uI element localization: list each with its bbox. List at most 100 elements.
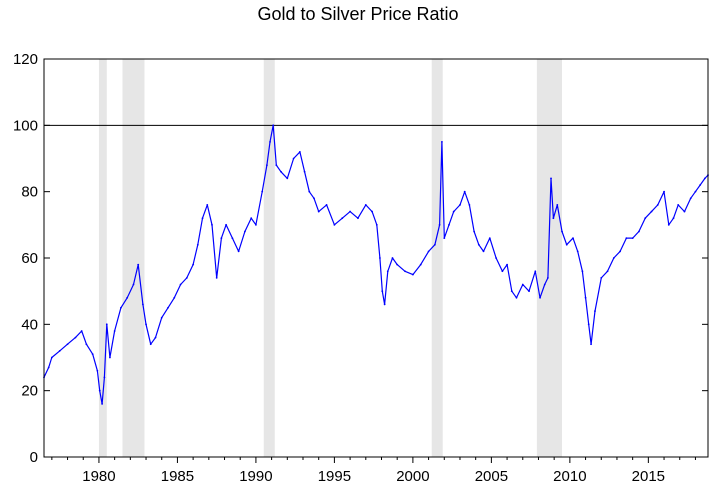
data-point [255,223,257,226]
data-point [349,210,351,213]
y-tick-label: 80 [21,184,38,201]
data-point [325,204,328,206]
data-point [244,230,246,233]
data-point [145,323,147,326]
data-point [576,250,579,253]
data-point [699,184,702,186]
data-point [225,223,227,226]
data-point [441,141,443,143]
data-point [452,210,455,213]
data-point [677,204,680,206]
data-point [132,283,135,286]
data-point [443,237,446,240]
x-tick-label: 2015 [632,468,665,485]
data-point [220,237,223,240]
data-point [625,237,628,240]
data-point [141,303,144,306]
data-point [47,366,50,369]
data-point [179,283,182,286]
data-point [375,223,378,226]
data-point [459,204,461,206]
data-point [689,197,692,200]
series-group [43,124,709,405]
data-point [612,257,615,259]
data-point [482,250,485,253]
data-point [663,190,665,193]
data-point [539,296,541,299]
data-point [501,270,504,273]
data-point [510,290,513,293]
data-point [364,204,367,206]
data-point [98,389,101,392]
data-point [215,277,218,279]
data-point [404,270,406,273]
y-axis: 0 20 40 60 80 100 120 [13,51,708,466]
data-point [463,190,466,193]
data-point [619,250,621,253]
data-point [528,290,530,293]
data-point [317,210,320,213]
data-point [103,376,106,379]
data-point [656,204,659,206]
data-point [391,257,394,259]
data-point [667,223,670,226]
data-point [167,306,169,309]
data-point [250,217,253,220]
data-point [565,243,568,246]
data-point [292,157,295,160]
data-point [154,336,157,339]
data-point [120,306,122,309]
data-point [427,250,430,253]
data-point [590,343,592,346]
data-point [550,177,552,180]
data-point [80,330,83,332]
data-point [468,204,471,206]
data-point [419,263,422,266]
data-point [473,230,476,233]
data-point [113,330,116,332]
data-point [149,343,152,346]
data-point [308,190,311,193]
data-point [396,263,399,266]
data-point [631,237,634,240]
data-point [552,217,555,220]
recession-bands [98,59,563,457]
data-point [105,323,108,326]
data-point [237,250,240,253]
x-tick-label: 2010 [553,468,586,485]
recession-band [263,59,275,457]
x-tick-label: 2000 [396,468,429,485]
data-point [280,170,282,173]
data-point [96,369,99,372]
x-tick-label: 1980 [82,468,115,485]
data-point [683,210,686,213]
data-point [644,217,647,220]
data-point [495,257,497,259]
data-point [572,237,574,240]
data-point [357,217,359,220]
data-point [50,356,53,359]
data-point [703,177,706,180]
data-point [594,310,596,312]
data-point [581,270,584,273]
data-point [438,223,441,226]
data-point [272,124,275,127]
data-point [488,237,491,240]
data-point [506,263,508,266]
data-point [371,210,373,213]
chart-title: Gold to Silver Price Ratio [257,4,459,24]
data-point [672,217,675,220]
y-tick-label: 100 [13,117,38,134]
recession-band [122,59,145,457]
data-point [341,217,344,220]
data-point [303,170,306,173]
data-point [192,263,195,266]
data-point [286,177,289,180]
data-point [600,277,603,279]
data-point [379,257,381,259]
data-point [266,164,268,167]
data-point [433,243,436,246]
data-point [606,270,609,273]
